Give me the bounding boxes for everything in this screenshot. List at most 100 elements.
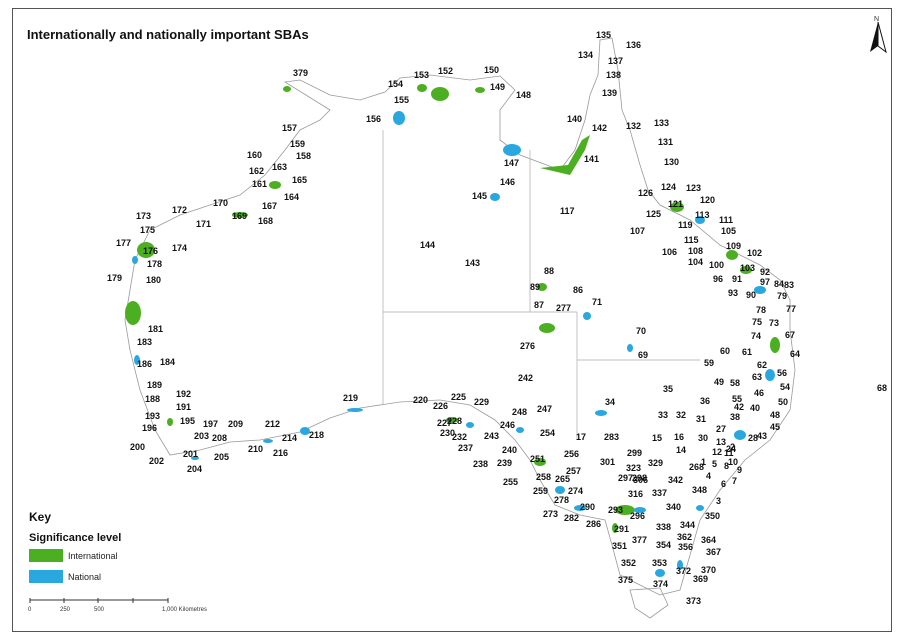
site-label-169: 169	[232, 211, 247, 221]
site-label-208: 208	[212, 433, 227, 443]
site-label-32: 32	[676, 410, 686, 420]
site-label-348: 348	[692, 485, 707, 495]
site-label-290: 290	[580, 502, 595, 512]
site-label-205: 205	[214, 452, 229, 462]
site-label-179: 179	[107, 273, 122, 283]
site-label-126: 126	[638, 188, 653, 198]
site-label-180: 180	[146, 275, 161, 285]
site-label-191: 191	[176, 402, 191, 412]
site-label-43: 43	[757, 431, 767, 441]
site-label-164: 164	[284, 192, 299, 202]
site-label-34: 34	[605, 397, 615, 407]
site-label-293: 293	[608, 505, 623, 515]
site-label-202: 202	[149, 456, 164, 466]
site-label-105: 105	[721, 226, 736, 236]
site-label-55: 55	[732, 394, 742, 404]
site-label-113: 113	[695, 210, 710, 220]
site-label-257: 257	[566, 466, 581, 476]
site-label-153: 153	[414, 70, 429, 80]
state-borders	[382, 130, 700, 440]
site-label-369: 369	[693, 574, 708, 584]
site-label-70: 70	[636, 326, 646, 336]
site-label-220: 220	[413, 395, 428, 405]
site-label-338: 338	[656, 522, 671, 532]
site-label-196: 196	[142, 423, 157, 433]
site-label-184: 184	[160, 357, 175, 367]
site-label-89: 89	[530, 282, 540, 292]
site-label-121: 121	[668, 199, 683, 209]
site-label-374: 374	[653, 579, 668, 589]
site-label-154: 154	[388, 79, 403, 89]
site-label-228: 228	[447, 416, 462, 426]
australia-coastline	[124, 37, 796, 596]
site-label-6: 6	[721, 479, 726, 489]
site-label-356: 356	[678, 542, 693, 552]
site-label-74: 74	[751, 331, 761, 341]
site-label-306: 306	[633, 475, 648, 485]
site-label-159: 159	[290, 139, 305, 149]
site-label-71: 71	[592, 297, 602, 307]
site-label-218: 218	[309, 430, 324, 440]
site-label-258: 258	[536, 472, 551, 482]
site-label-17: 17	[576, 432, 586, 442]
site-label-170: 170	[213, 198, 228, 208]
scale-bar: 0 250 500 1,000 Kilometres	[28, 598, 207, 613]
site-label-274: 274	[568, 486, 583, 496]
site-label-30: 30	[698, 433, 708, 443]
site-label-103: 103	[740, 263, 755, 273]
site-label-13: 13	[716, 437, 726, 447]
national-areas	[132, 111, 775, 577]
site-label-373: 373	[686, 596, 701, 606]
site-label-92: 92	[760, 267, 770, 277]
site-label-84: 84	[774, 279, 784, 289]
site-label-225: 225	[451, 392, 466, 402]
site-label-296: 296	[630, 511, 645, 521]
site-label-301: 301	[600, 457, 615, 467]
site-label-291: 291	[614, 524, 629, 534]
site-label-210: 210	[248, 444, 263, 454]
site-label-88: 88	[544, 266, 554, 276]
site-label-100: 100	[709, 260, 724, 270]
site-label-144: 144	[420, 240, 435, 250]
scale-tick-1000: 1,000 Kilometres	[162, 607, 207, 613]
site-label-36: 36	[700, 396, 710, 406]
site-label-33: 33	[658, 410, 668, 420]
site-label-91: 91	[732, 274, 742, 284]
site-label-353: 353	[652, 558, 667, 568]
site-label-158: 158	[296, 151, 311, 161]
site-label-298: 298	[632, 473, 647, 483]
site-label-165: 165	[292, 175, 307, 185]
site-label-351: 351	[612, 541, 627, 551]
site-label-299: 299	[627, 448, 642, 458]
site-label-188: 188	[145, 394, 160, 404]
site-label-259: 259	[533, 486, 548, 496]
site-label-364: 364	[701, 535, 716, 545]
site-label-78: 78	[756, 305, 766, 315]
site-label-1: 1	[701, 457, 706, 467]
site-label-130: 130	[664, 157, 679, 167]
site-label-58: 58	[730, 378, 740, 388]
site-label-148: 148	[516, 90, 531, 100]
site-label-104: 104	[688, 257, 703, 267]
site-label-342: 342	[668, 475, 683, 485]
site-label-254: 254	[540, 428, 555, 438]
site-label-56: 56	[777, 368, 787, 378]
site-label-171: 171	[196, 219, 211, 229]
site-label-226: 226	[433, 401, 448, 411]
site-label-156: 156	[366, 114, 381, 124]
site-label-176: 176	[143, 246, 158, 256]
site-label-256: 256	[564, 449, 579, 459]
scale-tick-500: 500	[94, 607, 105, 613]
site-label-5: 5	[712, 459, 717, 469]
site-label-90: 90	[746, 290, 756, 300]
site-label-173: 173	[136, 211, 151, 221]
site-label-133: 133	[654, 118, 669, 128]
site-label-35: 35	[663, 384, 673, 394]
site-label-172: 172	[172, 205, 187, 215]
site-label-42: 42	[734, 402, 744, 412]
site-label-377: 377	[632, 535, 647, 545]
site-label-195: 195	[180, 416, 195, 426]
site-label-203: 203	[194, 431, 209, 441]
key-subtitle: Significance level	[29, 532, 122, 544]
site-label-97: 97	[760, 277, 770, 287]
